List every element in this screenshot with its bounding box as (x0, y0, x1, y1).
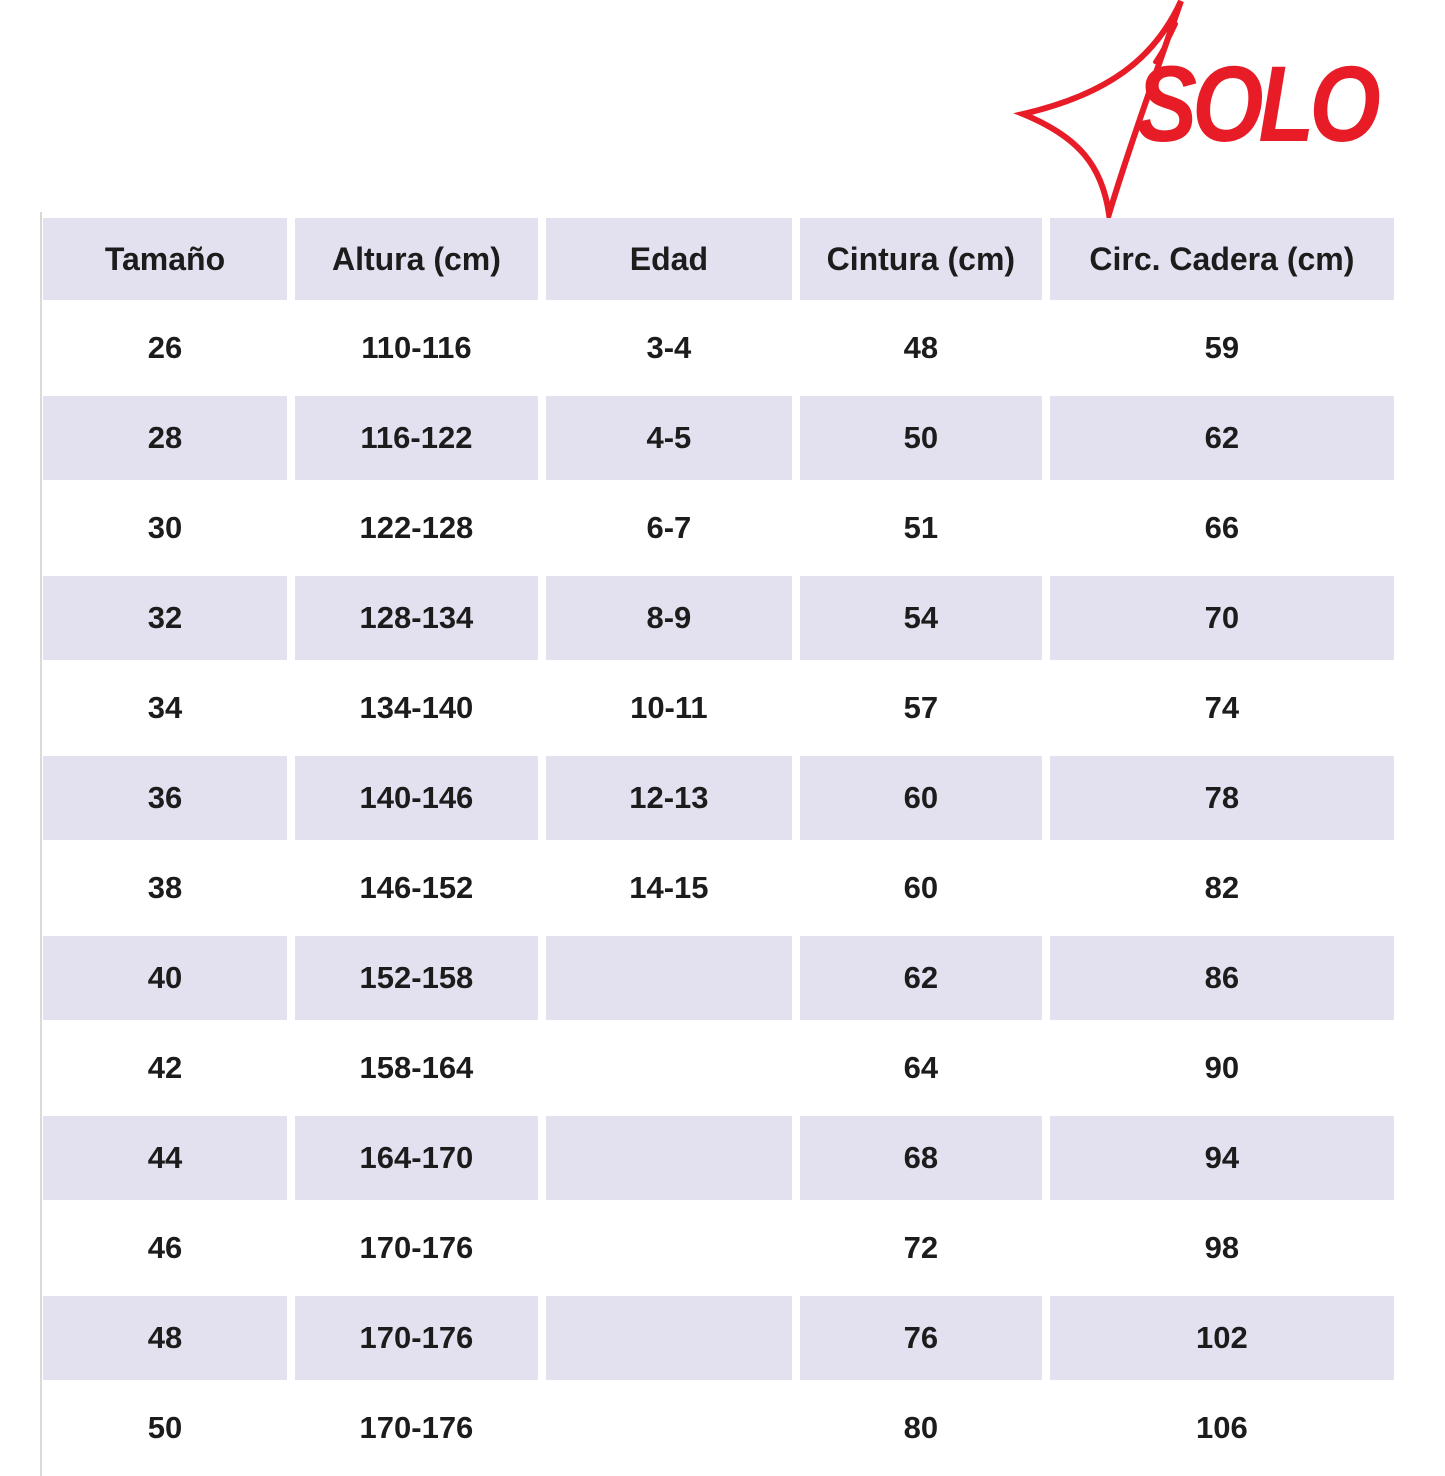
table-cell: 8-9 (545, 576, 792, 660)
table-cell: 48 (43, 1296, 287, 1380)
table-cell: 140-146 (294, 756, 538, 840)
table-cell (545, 1116, 792, 1200)
table-cell: 72 (903, 1230, 939, 1265)
size-chart: Tamaño Altura (cm) Edad Cintura (cm) Circ. C… (40, 212, 1412, 1476)
header-cell: Circ. Cadera (cm) (1049, 218, 1394, 300)
table-row: 44 164-170 68 94 (43, 1116, 1394, 1200)
table-cell: 64 (903, 1050, 939, 1085)
table-cell: 44 (43, 1116, 287, 1200)
table-cell: 110-116 (361, 330, 472, 365)
table-cell: 28 (43, 396, 287, 480)
table-body: 26 110-116 3-4 48 59 28 116-122 4-5 50 62 30 122-12… (43, 306, 1394, 1470)
table-cell (545, 1296, 792, 1380)
table-cell: 14-15 (629, 870, 709, 905)
table-cell: 122-128 (359, 510, 474, 545)
table-cell: 42 (147, 1050, 183, 1085)
header-cell: Cintura (cm) (799, 218, 1042, 300)
table-cell: 102 (1049, 1296, 1394, 1380)
table-cell: 86 (1049, 936, 1394, 1020)
table-cell: 34 (147, 690, 183, 725)
table-cell: 94 (1049, 1116, 1394, 1200)
table-cell: 48 (903, 330, 939, 365)
table-row: 32 128-134 8-9 54 70 (43, 576, 1394, 660)
table-cell: 134-140 (359, 690, 474, 725)
table-cell: 62 (1049, 396, 1394, 480)
table-cell: 38 (147, 870, 183, 905)
table-cell: 74 (1204, 690, 1240, 725)
table-cell: 3-4 (646, 330, 692, 365)
table-cell: 26 (147, 330, 183, 365)
table-row: 46 170-176 72 98 (43, 1206, 1394, 1290)
table-cell: 66 (1204, 510, 1240, 545)
table-row: 42 158-164 64 90 (43, 1026, 1394, 1110)
table-cell: 146-152 (359, 870, 474, 905)
table-cell (545, 936, 792, 1020)
table-row: 40 152-158 62 86 (43, 936, 1394, 1020)
table-header-row: Tamaño Altura (cm) Edad Cintura (cm) Circ. C… (43, 218, 1394, 300)
table-cell: 152-158 (294, 936, 538, 1020)
table-cell: 54 (799, 576, 1042, 660)
table-cell: 170-176 (359, 1410, 474, 1445)
table-cell (546, 1026, 792, 1110)
table-cell: 170-176 (359, 1230, 474, 1265)
table-cell: 57 (903, 690, 939, 725)
table-cell: 10-11 (630, 690, 708, 725)
table-cell: 60 (903, 870, 939, 905)
table-cell: 78 (1049, 756, 1394, 840)
table-cell: 32 (43, 576, 287, 660)
brand-logo: SOLO (1005, 0, 1425, 225)
size-chart-table: Tamaño Altura (cm) Edad Cintura (cm) Circ. C… (35, 212, 1402, 1476)
table-cell: 40 (43, 936, 287, 1020)
four-point-star-icon (1013, 0, 1184, 222)
table-cell: 90 (1204, 1050, 1240, 1085)
header-cell: Tamaño (43, 218, 287, 300)
table-cell (546, 1386, 792, 1470)
table-cell: 46 (147, 1230, 183, 1265)
table-cell: 50 (147, 1410, 183, 1445)
table-cell: 50 (799, 396, 1042, 480)
table-cell: 59 (1204, 330, 1240, 365)
table-cell: 12-13 (545, 756, 792, 840)
table-cell (546, 1206, 792, 1290)
table-cell: 30 (147, 510, 183, 545)
table-row: 50 170-176 80 106 (43, 1386, 1394, 1470)
table-cell: 62 (799, 936, 1042, 1020)
table-cell: 68 (799, 1116, 1042, 1200)
table-row: 36 140-146 12-13 60 78 (43, 756, 1394, 840)
table-cell: 164-170 (294, 1116, 538, 1200)
brand-text: SOLO (1136, 43, 1381, 164)
table-cell: 60 (799, 756, 1042, 840)
table-cell: 51 (903, 510, 939, 545)
table-cell: 76 (799, 1296, 1042, 1380)
table-cell: 4-5 (545, 396, 792, 480)
table-cell: 106 (1196, 1410, 1248, 1445)
header-cell: Edad (545, 218, 792, 300)
table-row: 48 170-176 76 102 (43, 1296, 1394, 1380)
table-cell: 116-122 (294, 396, 538, 480)
table-cell: 98 (1204, 1230, 1240, 1265)
table-cell: 80 (903, 1410, 939, 1445)
table-cell: 70 (1049, 576, 1394, 660)
table-cell: 82 (1204, 870, 1240, 905)
table-cell: 128-134 (294, 576, 538, 660)
table-row: 38 146-152 14-15 60 82 (43, 846, 1394, 930)
table-row: 26 110-116 3-4 48 59 (43, 306, 1394, 390)
table-row: 30 122-128 6-7 51 66 (43, 486, 1394, 570)
table-cell: 158-164 (359, 1050, 474, 1085)
table-row: 34 134-140 10-11 57 74 (43, 666, 1394, 750)
table-cell: 170-176 (294, 1296, 538, 1380)
table-cell: 6-7 (646, 510, 692, 545)
header-cell: Altura (cm) (294, 218, 538, 300)
table-row: 28 116-122 4-5 50 62 (43, 396, 1394, 480)
table-cell: 36 (43, 756, 287, 840)
